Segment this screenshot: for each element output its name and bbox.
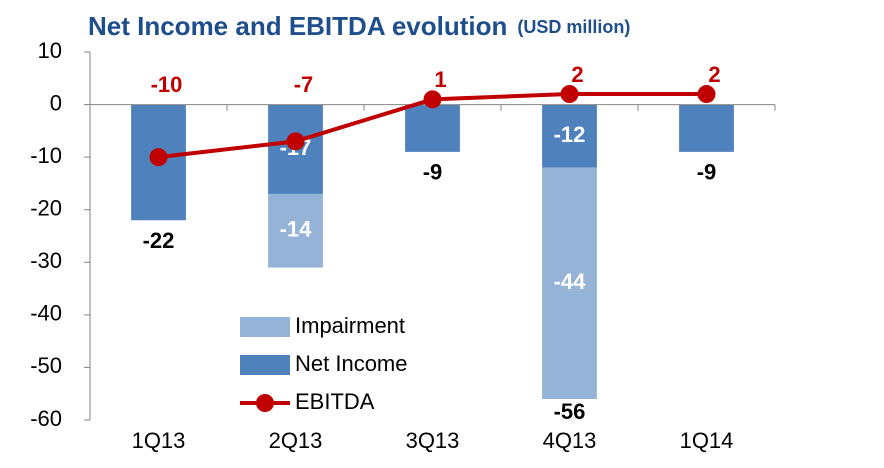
- y-tick-label: -50: [30, 353, 62, 378]
- y-tick-label: -10: [30, 143, 62, 168]
- x-tick-label: 3Q13: [406, 428, 460, 453]
- subtitle: (USD million): [517, 17, 630, 37]
- line-label: 1: [434, 67, 446, 92]
- data-label: -22: [143, 228, 175, 253]
- x-tick-label: 1Q14: [680, 428, 734, 453]
- line-label: -10: [151, 72, 183, 97]
- title: Net Income and EBITDA evolution: [88, 11, 507, 41]
- line-marker: [697, 85, 716, 104]
- total-label: -56: [554, 399, 586, 424]
- line-label: -7: [294, 72, 314, 97]
- legend-label: EBITDA: [295, 389, 375, 414]
- data-label: -44: [554, 269, 587, 294]
- legend-marker: [256, 394, 274, 412]
- data-label: -9: [697, 160, 717, 185]
- legend-swatch: [240, 317, 290, 337]
- line-marker: [149, 148, 168, 167]
- data-label: -9: [423, 160, 443, 185]
- x-tick-label: 4Q13: [543, 428, 597, 453]
- y-tick-label: -20: [30, 196, 62, 221]
- y-tick-label: -30: [30, 248, 62, 273]
- line-marker: [423, 90, 442, 109]
- y-tick-label: 0: [50, 90, 62, 115]
- line-marker: [286, 132, 305, 151]
- y-tick-label: -40: [30, 301, 62, 326]
- line-label: 2: [708, 62, 720, 87]
- data-label: -12: [554, 122, 586, 147]
- bar: [679, 104, 734, 152]
- bar: [268, 193, 323, 268]
- chart-title: Net Income and EBITDA evolution (USD mill…: [88, 11, 630, 41]
- legend-label: Impairment: [295, 313, 405, 338]
- y-tick-label: -60: [30, 406, 62, 431]
- bar: [405, 104, 460, 152]
- legend-swatch: [240, 355, 290, 375]
- bar: [542, 104, 597, 168]
- x-tick-label: 1Q13: [132, 428, 186, 453]
- bar: [542, 167, 597, 399]
- y-tick-label: 10: [38, 38, 62, 63]
- line-marker: [560, 85, 579, 104]
- data-label: -14: [280, 217, 313, 242]
- line-label: 2: [571, 62, 583, 87]
- legend-label: Net Income: [295, 351, 408, 376]
- x-tick-label: 2Q13: [269, 428, 323, 453]
